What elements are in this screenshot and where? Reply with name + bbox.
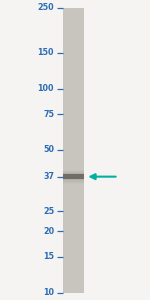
Text: 50: 50 xyxy=(43,146,54,154)
Text: 150: 150 xyxy=(38,48,54,57)
Text: 100: 100 xyxy=(38,84,54,93)
Bar xyxy=(63,171,84,183)
Bar xyxy=(63,173,84,180)
Text: 75: 75 xyxy=(43,110,54,118)
Text: 20: 20 xyxy=(43,226,54,236)
Text: 15: 15 xyxy=(43,252,54,261)
Bar xyxy=(63,172,84,182)
Bar xyxy=(63,169,84,184)
Text: 37: 37 xyxy=(43,172,54,181)
Text: 25: 25 xyxy=(43,207,54,216)
Bar xyxy=(63,8,84,292)
Text: 250: 250 xyxy=(37,3,54,12)
Bar xyxy=(63,174,84,179)
Text: 10: 10 xyxy=(43,288,54,297)
